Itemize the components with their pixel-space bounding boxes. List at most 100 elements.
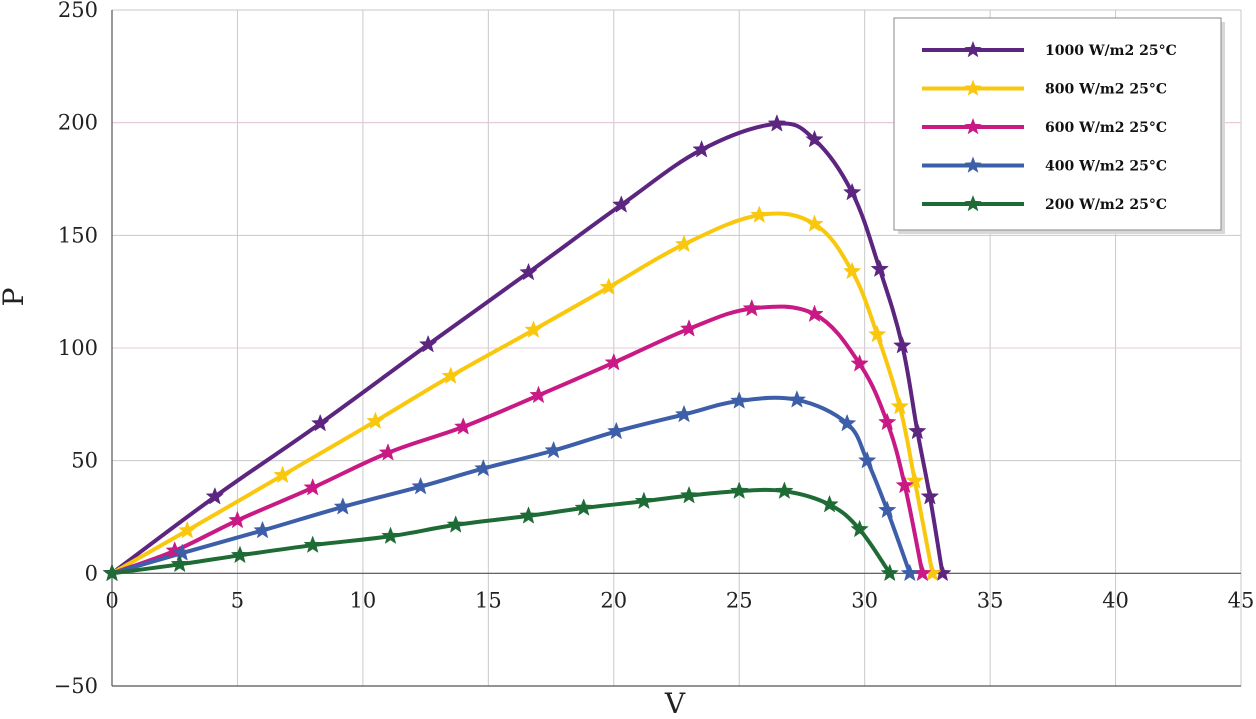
series-markers: [102, 114, 952, 582]
data-point-marker: [418, 334, 438, 353]
legend-label: 200 W/m2 25°C: [1045, 197, 1167, 213]
data-point-marker: [230, 545, 250, 564]
legend-item: 1000 W/m2 25°C: [922, 41, 1177, 59]
data-point-marker: [775, 481, 794, 499]
x-tick-label: 45: [1228, 588, 1255, 612]
legend-item: 200 W/m2 25°C: [922, 195, 1167, 213]
x-tick-label: 5: [231, 588, 244, 612]
data-point-marker: [857, 450, 877, 469]
data-point-marker: [908, 421, 927, 440]
y-tick-label: 250: [58, 0, 98, 22]
legend-marker: [964, 156, 982, 173]
data-point-marker: [303, 535, 322, 553]
legend-item: 600 W/m2 25°C: [922, 118, 1167, 136]
data-point-marker: [674, 234, 694, 253]
data-point-marker: [529, 385, 548, 404]
data-point-marker: [454, 417, 473, 435]
y-tick-label: 0: [85, 561, 98, 585]
data-point-marker: [730, 391, 749, 409]
data-point-marker: [607, 421, 626, 440]
legend-marker: [964, 118, 982, 135]
data-point-marker: [679, 319, 699, 337]
data-point-marker: [378, 443, 398, 461]
x-tick-label: 20: [600, 588, 627, 612]
series-line-1: [110, 211, 935, 576]
series-line-3: [110, 395, 912, 576]
legend-marker: [964, 195, 982, 212]
legend-marker: [964, 41, 982, 58]
y-axis-title: P: [0, 288, 30, 307]
y-tick-label: 150: [58, 223, 98, 247]
legend: 1000 W/m2 25°C 800 W/m2 25°C 600 W/m2 25°C…: [893, 17, 1225, 234]
data-point-marker: [900, 563, 920, 582]
legend-box: [893, 17, 1222, 231]
data-point-marker: [837, 413, 857, 432]
x-tick-label: 25: [726, 588, 753, 612]
data-point-marker: [842, 261, 862, 280]
data-point-marker: [805, 304, 824, 323]
data-point-marker: [820, 494, 839, 513]
data-point-marker: [905, 471, 925, 489]
data-point-marker: [679, 485, 699, 504]
data-point-marker: [805, 129, 824, 148]
x-tick-label: 35: [977, 588, 1004, 612]
data-point-marker: [842, 182, 862, 201]
tick-labels: 0 5 10 15 20 25 30 35 40 45 −50 0 50 100 150 200 250: [54, 0, 1255, 698]
data-point-marker: [411, 476, 430, 495]
y-tick-label: 100: [58, 336, 98, 360]
data-point-marker: [870, 259, 889, 277]
data-point-marker: [173, 543, 192, 561]
x-tick-label: 40: [1102, 588, 1129, 612]
legend-marker: [964, 79, 982, 96]
y-tick-label: 200: [58, 111, 98, 135]
data-point-marker: [787, 390, 807, 408]
y-tick-label: 50: [71, 449, 98, 473]
data-point-marker: [880, 563, 899, 582]
data-point-marker: [253, 520, 272, 539]
data-point-marker: [750, 205, 769, 223]
data-point-marker: [544, 440, 563, 459]
data-point-marker: [519, 506, 538, 524]
data-point-marker: [446, 515, 465, 533]
data-point-marker: [366, 411, 385, 430]
data-point-marker: [634, 491, 654, 510]
legend-label: 600 W/m2 25°C: [1045, 120, 1167, 136]
data-point-marker: [674, 404, 694, 423]
data-point-marker: [474, 458, 493, 477]
data-point-marker: [805, 214, 824, 232]
data-point-marker: [599, 277, 618, 295]
data-point-marker: [692, 139, 711, 158]
data-point-marker: [303, 477, 322, 496]
legend-label: 800 W/m2 25°C: [1045, 82, 1167, 98]
data-point-marker: [205, 486, 225, 505]
series-line-4: [110, 487, 892, 576]
x-tick-label: 30: [851, 588, 878, 612]
data-point-marker: [604, 352, 623, 371]
data-point-marker: [878, 500, 897, 519]
data-point-marker: [311, 413, 330, 432]
data-point-marker: [895, 475, 915, 494]
x-tick-label: 0: [105, 588, 118, 612]
data-point-marker: [850, 519, 869, 538]
data-point-marker: [742, 298, 761, 317]
legend-item: 400 W/m2 25°C: [922, 156, 1167, 175]
data-point-marker: [767, 114, 787, 132]
legend-label: 400 W/m2 25°C: [1045, 159, 1167, 175]
data-point-marker: [228, 510, 247, 529]
y-tick-label: −50: [54, 674, 98, 698]
legend-item: 800 W/m2 25°C: [922, 79, 1167, 98]
x-tick-label: 10: [350, 588, 377, 612]
data-point-marker: [612, 195, 631, 213]
data-point-marker: [850, 354, 869, 372]
data-point-marker: [178, 520, 197, 539]
data-point-marker: [524, 320, 543, 338]
x-axis-title: V: [664, 687, 686, 719]
data-point-marker: [890, 396, 910, 415]
data-point-marker: [273, 465, 292, 484]
data-point-marker: [920, 486, 940, 505]
data-point-marker: [878, 412, 897, 431]
legend-label: 1000 W/m2 25°C: [1045, 43, 1177, 59]
data-point-marker: [730, 481, 749, 499]
data-point-marker: [170, 554, 189, 573]
